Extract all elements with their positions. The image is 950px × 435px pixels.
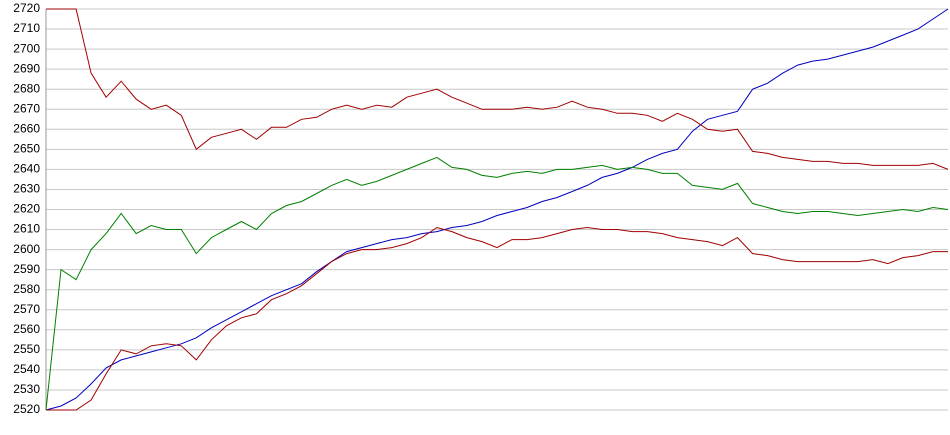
y-tick-label: 2640 xyxy=(13,162,40,176)
y-tick-label: 2570 xyxy=(13,302,40,316)
y-tick-label: 2660 xyxy=(13,121,40,135)
y-tick-label: 2710 xyxy=(13,21,40,35)
y-tick-label: 2690 xyxy=(13,61,40,75)
series-line xyxy=(45,8,949,411)
y-tick-label: 2590 xyxy=(13,262,40,276)
y-tick-label: 2610 xyxy=(13,222,40,236)
y-tick-label: 2520 xyxy=(13,402,40,416)
y-tick-label: 2550 xyxy=(13,342,40,356)
y-tick-label: 2620 xyxy=(13,202,40,216)
y-tick-label: 2630 xyxy=(13,182,40,196)
y-tick-label: 2580 xyxy=(13,282,40,296)
series-line xyxy=(45,156,949,411)
y-tick-label: 2560 xyxy=(13,322,40,336)
y-tick-label: 2530 xyxy=(13,382,40,396)
y-tick-label: 2720 xyxy=(13,1,40,15)
y-tick-label: 2680 xyxy=(13,81,40,95)
series-line xyxy=(46,8,949,170)
y-tick-label: 2650 xyxy=(13,142,40,156)
y-tick-label: 2600 xyxy=(13,242,40,256)
y-tick-label: 2670 xyxy=(13,101,40,115)
y-tick-label: 2700 xyxy=(13,41,40,55)
y-tick-label: 2540 xyxy=(13,362,40,376)
series-line xyxy=(46,226,948,411)
